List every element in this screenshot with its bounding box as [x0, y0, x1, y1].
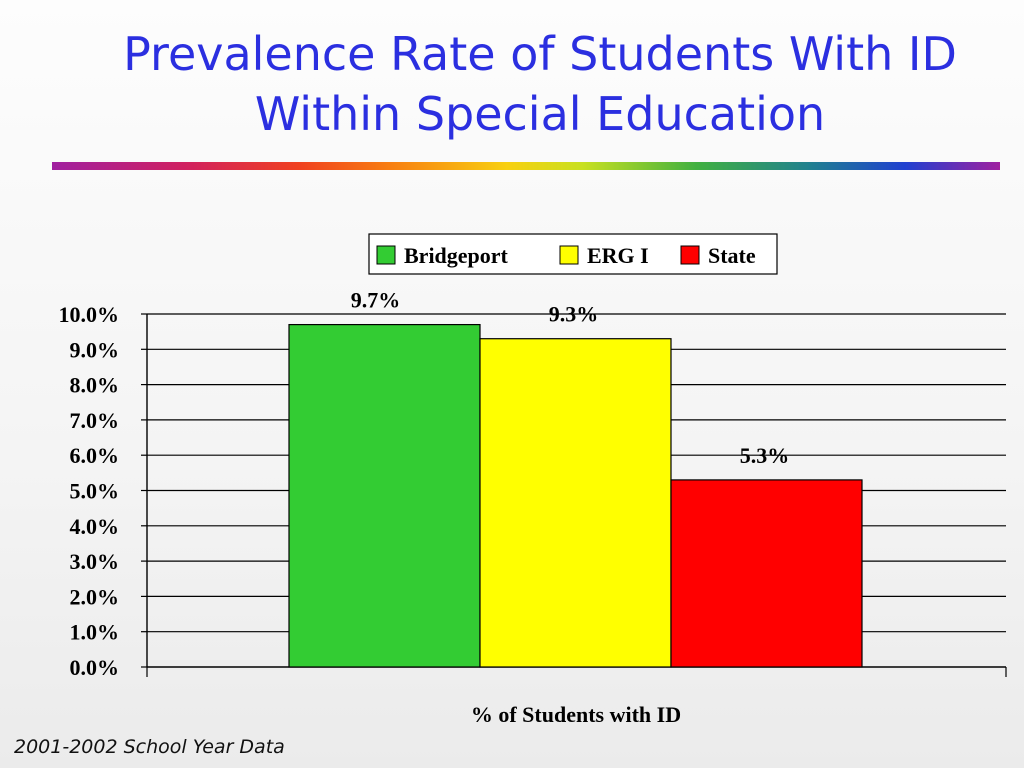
legend-label: State [708, 243, 756, 268]
legend-swatch [376, 245, 396, 265]
legend-swatch [680, 245, 700, 265]
y-tick-label: 5.0% [70, 479, 120, 504]
data-label: 9.7% [351, 288, 401, 313]
legend-label: Bridgeport [404, 243, 509, 268]
data-label: 9.3% [549, 302, 599, 327]
title-line-1: Prevalence Rate of Students With ID [123, 27, 957, 81]
y-tick-label: 4.0% [70, 514, 120, 539]
legend-swatch [559, 245, 579, 265]
data-label: 5.3% [740, 443, 790, 468]
y-tick-label: 6.0% [70, 443, 120, 468]
slide-title: Prevalence Rate of Students With ID With… [40, 24, 1024, 144]
bar-erg-i [479, 338, 672, 668]
legend: Bridgeport ERG I State [368, 233, 778, 275]
footer-note: 2001-2002 School Year Data [14, 736, 285, 758]
y-tick-label: 8.0% [70, 373, 120, 398]
legend-label: ERG I [587, 243, 649, 268]
axes: 0.0% 1.0% 2.0% 3.0% 4.0% 5.0% 6.0% 7.0% 8.0% 9.0%… [59, 302, 1007, 680]
y-tick-label: 7.0% [70, 408, 120, 433]
title-line-2: Within Special Education [254, 87, 826, 141]
bars [288, 323, 863, 668]
y-tick-label: 10.0% [59, 302, 120, 327]
y-tick-label: 0.0% [70, 655, 120, 680]
title-divider [52, 162, 1000, 170]
y-tick-label: 3.0% [70, 549, 120, 574]
x-axis-label: % of Students with ID [471, 702, 681, 727]
y-tick-label: 1.0% [70, 620, 120, 645]
y-tick-label: 2.0% [70, 584, 120, 609]
bar-state [670, 479, 863, 668]
y-tick-label: 9.0% [70, 337, 120, 362]
data-labels: 9.7% 9.3% 5.3% [351, 288, 790, 468]
bar-bridgeport [288, 323, 481, 668]
